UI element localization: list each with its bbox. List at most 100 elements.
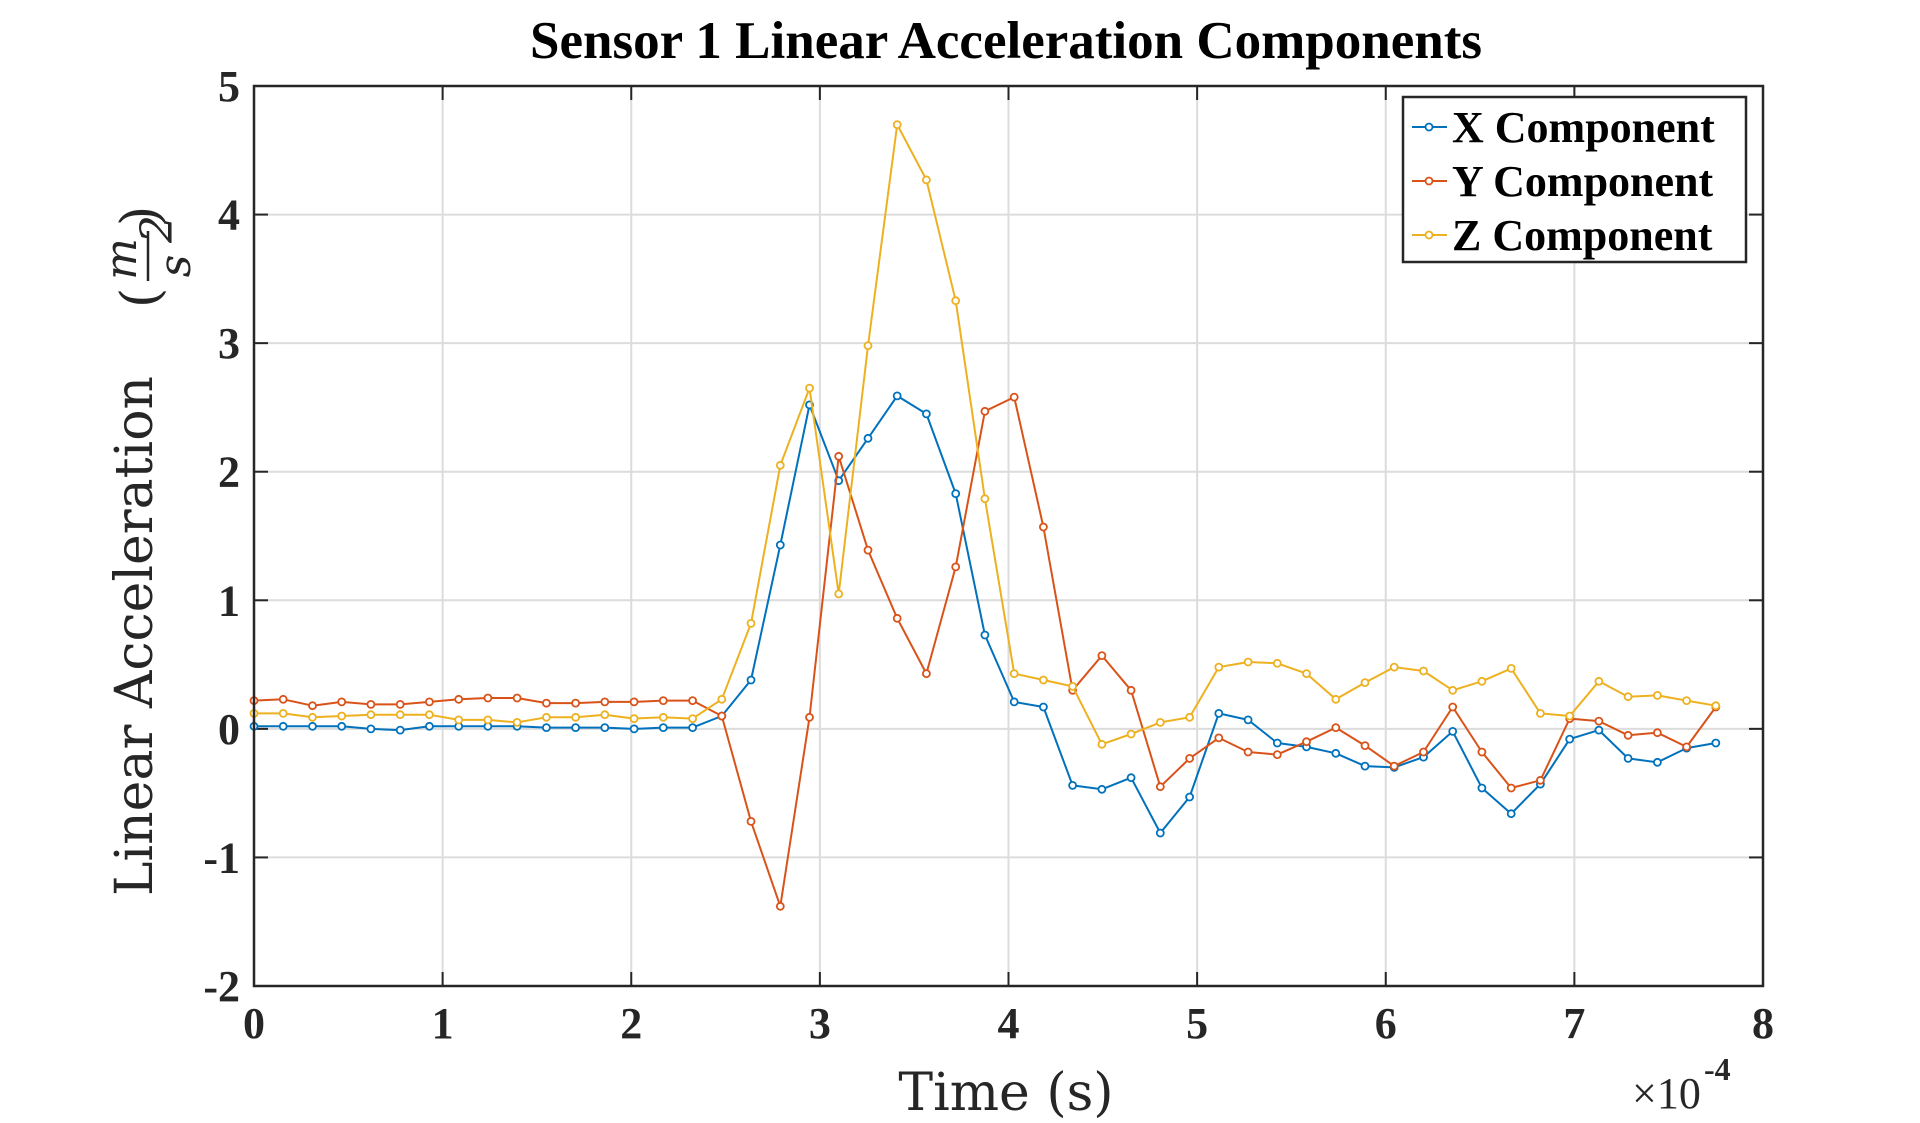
data-point <box>629 714 639 723</box>
data-point <box>1185 792 1194 802</box>
data-point <box>834 589 844 599</box>
y-tick-label: 0 <box>218 705 240 754</box>
data-point <box>1126 729 1136 739</box>
data-point <box>1360 741 1370 750</box>
data-point <box>1331 748 1341 758</box>
x-multiplier: ×10 -4 <box>1632 1051 1731 1118</box>
data-point <box>746 675 756 685</box>
data-point <box>863 341 873 351</box>
data-point <box>951 296 961 306</box>
data-point <box>1039 702 1048 712</box>
y-unit-close-paren: ) <box>111 206 171 226</box>
data-point <box>1155 782 1165 792</box>
data-point <box>717 711 727 721</box>
chart-title: Sensor 1 Linear Acceleration Components <box>530 12 1482 70</box>
x-axis-label: Time (s) <box>898 1063 1113 1123</box>
data-point <box>805 712 814 722</box>
data-point <box>1682 696 1691 705</box>
data-point <box>629 724 639 734</box>
data-point <box>1477 783 1487 793</box>
x-tick-label: 3 <box>809 999 831 1048</box>
x-multiplier-base: ×10 <box>1632 1069 1701 1118</box>
series-y-component <box>249 392 1721 911</box>
data-point <box>366 700 376 709</box>
data-point <box>337 711 347 721</box>
legend-item-y: Y Component <box>1412 157 1714 206</box>
series-layer <box>249 120 1721 911</box>
data-point <box>1039 675 1048 685</box>
y-tick-label: -2 <box>203 962 240 1011</box>
data-point <box>775 460 785 470</box>
x-tick-label: 0 <box>243 999 265 1048</box>
data-point <box>1302 669 1311 678</box>
data-point <box>1506 809 1516 819</box>
data-point <box>1419 666 1428 676</box>
data-point <box>1009 392 1019 402</box>
x-multiplier-exponent: -4 <box>1704 1051 1731 1087</box>
data-point <box>1477 747 1487 757</box>
data-point <box>1331 694 1341 704</box>
data-point <box>1126 773 1136 783</box>
data-point <box>366 710 376 720</box>
x-tick-label: 7 <box>1563 999 1585 1048</box>
data-point <box>512 693 522 703</box>
data-point <box>1009 669 1019 678</box>
data-point <box>308 712 317 722</box>
data-point <box>1214 662 1224 672</box>
data-point <box>1009 697 1019 707</box>
data-point <box>454 715 464 725</box>
data-point <box>1155 718 1165 727</box>
legend-label-z: Z Component <box>1452 211 1713 260</box>
data-point <box>571 723 580 732</box>
data-point <box>746 817 756 826</box>
data-point <box>1097 651 1107 660</box>
data-point <box>600 697 610 707</box>
data-point <box>1360 678 1370 687</box>
data-point <box>1185 712 1194 722</box>
data-point <box>805 383 814 393</box>
data-point <box>892 391 902 401</box>
y-tick-label: 3 <box>218 319 240 368</box>
data-point <box>1243 747 1253 757</box>
plot-frame <box>252 84 1765 988</box>
data-point <box>1594 725 1604 735</box>
legend-box <box>1401 95 1748 264</box>
data-point <box>1448 727 1458 736</box>
data-point <box>892 120 902 129</box>
data-point <box>1272 738 1282 748</box>
data-point <box>1214 709 1224 718</box>
data-point <box>483 715 493 725</box>
data-point <box>424 697 434 707</box>
data-point <box>1448 702 1458 712</box>
data-point <box>1243 715 1253 725</box>
data-point <box>951 562 961 572</box>
y-axis-label-group: Linear Acceleration ( m s 2 ) <box>96 206 201 896</box>
data-point <box>278 694 288 704</box>
data-point <box>337 721 347 731</box>
data-point <box>571 698 580 708</box>
data-point <box>278 709 288 718</box>
data-point <box>980 630 990 640</box>
data-point <box>1097 784 1107 794</box>
data-point <box>1448 685 1458 695</box>
data-point <box>454 694 464 704</box>
y-tick-label: 2 <box>218 448 240 497</box>
data-point <box>1623 692 1633 702</box>
data-point <box>1360 761 1370 771</box>
data-point <box>600 710 610 720</box>
legend: X Component Y Component Z Component <box>1401 95 1748 264</box>
data-point <box>1711 701 1721 711</box>
data-point <box>1711 738 1721 748</box>
data-point <box>1068 682 1077 691</box>
data-point <box>658 723 668 732</box>
data-point <box>1536 775 1545 785</box>
data-point <box>1506 664 1516 673</box>
data-point <box>1331 723 1341 732</box>
y-unit-exponent: 2 <box>132 215 183 244</box>
data-point <box>688 723 697 732</box>
data-point <box>629 697 639 707</box>
data-point <box>1272 750 1282 759</box>
data-point <box>688 696 697 705</box>
data-point <box>1039 522 1048 532</box>
